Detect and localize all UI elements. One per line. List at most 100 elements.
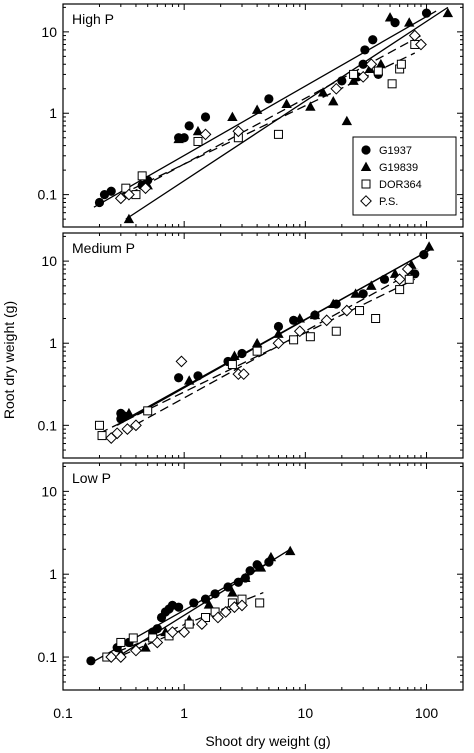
data-point [193,136,203,146]
data-point [114,192,127,205]
data-point [408,29,421,42]
data-point [123,188,135,201]
data-point [423,241,435,251]
data-point [174,373,184,383]
data-point [86,656,96,666]
data-point [273,328,284,338]
data-point [121,423,134,435]
data-point [360,45,370,55]
legend-label: DOR364 [379,179,422,191]
data-point [357,70,370,83]
y-tick-label: 10 [41,253,57,269]
data-point [264,94,274,104]
data-point [419,250,429,260]
data-point [328,95,339,106]
data-point [255,562,267,572]
y-tick-label: 1 [49,566,57,582]
data-point [200,112,211,122]
legend-label: G19839 [379,162,418,174]
data-point [227,111,238,121]
panel-2: 0.1 1 10 Medium P [38,232,464,459]
data-point [350,288,361,298]
y-tick-label: 10 [41,24,57,40]
data-point [123,407,135,418]
data-point [201,613,211,623]
data-point [396,59,406,69]
data-point [393,273,406,286]
data-point [178,626,191,639]
x-axis-label: Shoot dry weight (g) [205,733,330,749]
plot-frame [62,3,464,228]
data-point [348,75,359,85]
data-point [293,325,306,338]
data-point [331,326,341,336]
x-tick-label: 10 [298,705,314,721]
panel-title: Low P [72,470,111,486]
data-point [203,599,215,609]
data-point [94,197,105,208]
panel-title: Medium P [72,240,135,256]
data-point [289,315,299,325]
data-point [130,644,142,657]
data-point [355,306,365,316]
data-point [285,545,296,556]
data-point [189,598,199,608]
data-point [233,577,243,587]
data-point [192,125,204,136]
data-point [340,304,353,317]
data-point [442,7,454,18]
data-point [227,360,237,370]
data-point [384,12,396,22]
data-point [273,321,284,332]
data-point [379,274,390,284]
data-point [111,427,124,440]
data-point [193,371,203,381]
data-point [251,337,263,348]
y-tick-label: 1 [49,335,57,351]
data-point [368,35,378,45]
data-point [373,66,383,76]
data-point [174,602,184,612]
data-point [151,636,164,649]
data-point [195,618,208,630]
data-point [105,651,118,663]
data-point [265,551,277,562]
panel-title: High P [72,11,114,27]
data-point [94,420,104,430]
data-point [237,368,250,381]
data-point [349,69,359,79]
legend-label: G1937 [379,145,412,157]
data-point [245,566,255,576]
y-tick-label: 0.1 [38,649,58,665]
data-point [317,87,329,97]
y-axis-label: Root dry weight (g) [1,301,17,419]
data-point [128,633,138,643]
data-point [415,38,427,51]
data-point [219,606,232,618]
legend-marker [361,179,371,189]
data-point [240,572,251,582]
data-point [140,642,151,652]
data-point [309,309,321,320]
data-point [371,314,381,324]
data-point [184,121,194,131]
data-point [365,58,378,71]
data-point [281,98,292,108]
data-point [305,101,316,111]
data-point [289,335,299,345]
x-tick-label: 100 [415,705,439,721]
data-point [341,115,353,126]
legend-label: P.S. [379,196,398,208]
y-tick-label: 0.1 [38,187,58,203]
data-point [139,182,152,195]
data-point [320,314,333,327]
data-point [199,128,212,141]
data-point [337,76,347,86]
plot-frame [62,232,464,459]
data-point [123,213,135,224]
data-point [143,406,153,416]
data-point [401,263,414,275]
data-point [210,589,220,599]
data-point [223,582,233,592]
data-point [404,17,415,27]
